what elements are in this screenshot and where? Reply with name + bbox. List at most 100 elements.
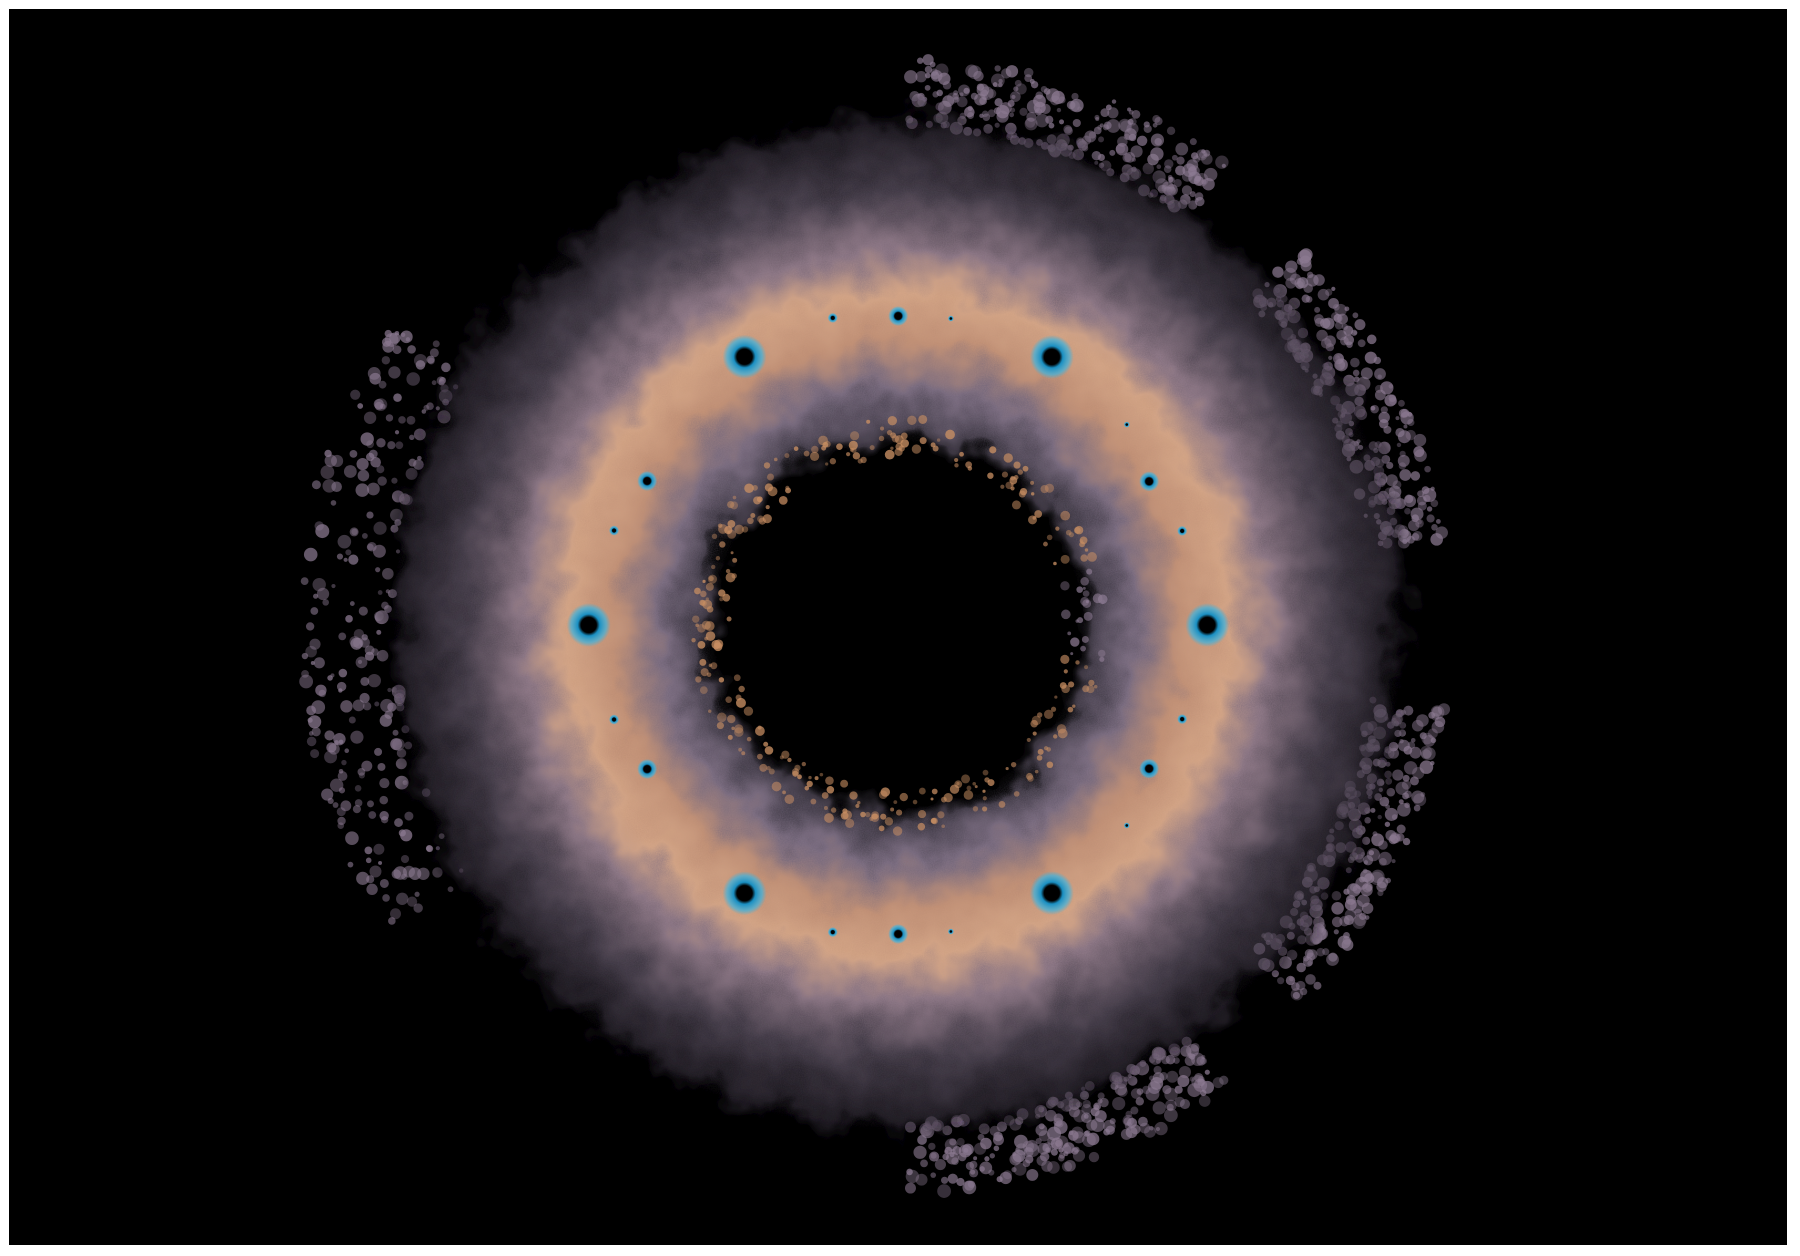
inner-lace-flake	[702, 599, 713, 610]
lace-flake	[1431, 706, 1443, 717]
inner-lace-flake	[1037, 748, 1044, 755]
lace-flake	[1422, 747, 1436, 761]
lace-flake	[1378, 851, 1392, 866]
lace-flake	[1155, 1126, 1161, 1132]
lace-flake	[1144, 1125, 1156, 1138]
lace-flake	[1201, 149, 1206, 154]
inner-lace-flake	[700, 668, 709, 677]
lace-flake	[1178, 1065, 1192, 1079]
inner-lace-flake	[845, 818, 855, 828]
blue-spot	[566, 603, 611, 647]
lace-flake	[1411, 533, 1420, 541]
lace-flake	[1045, 88, 1060, 103]
inner-lace-flake	[766, 473, 774, 481]
lace-flake	[337, 771, 348, 781]
lace-flake	[1163, 165, 1172, 173]
lace-flake	[406, 415, 416, 425]
lace-flake	[1379, 857, 1387, 866]
lace-flake	[1343, 888, 1350, 895]
inner-lace-flake	[705, 582, 714, 591]
lace-flake	[379, 778, 390, 789]
lace-flake	[1168, 176, 1174, 183]
lace-flake	[1357, 339, 1366, 348]
lace-flake	[379, 795, 389, 805]
lace-flake	[1344, 306, 1350, 312]
inner-lace-flake	[941, 824, 945, 829]
lace-flake	[1103, 121, 1112, 130]
blue-spot	[637, 759, 658, 780]
inner-lace-flake	[699, 658, 707, 666]
blue-spot	[888, 306, 909, 326]
inner-lace-flake	[1055, 526, 1060, 531]
lace-flake	[980, 1137, 992, 1150]
lace-flake	[924, 65, 933, 74]
lace-flake	[1353, 330, 1358, 335]
lace-flake	[1051, 1142, 1059, 1151]
lace-flake	[1035, 1124, 1048, 1136]
lace-flake	[361, 760, 373, 772]
lace-flake	[1059, 119, 1065, 125]
inner-lace-flake	[725, 696, 732, 703]
lace-flake	[364, 846, 373, 855]
inner-lace-flake	[821, 445, 827, 451]
lace-flake	[1115, 144, 1126, 154]
inner-lace-flake	[1046, 534, 1053, 541]
lace-flake	[1354, 319, 1366, 331]
inner-lace-flake	[959, 451, 964, 457]
lace-flake	[353, 637, 364, 649]
inner-lace-flake	[886, 429, 893, 436]
lace-flake	[1196, 1056, 1206, 1066]
lace-flake	[1037, 1142, 1050, 1155]
inner-lace-flake	[836, 443, 843, 450]
inner-lace-flake	[691, 637, 696, 643]
lace-flake	[1050, 1148, 1058, 1156]
inner-lace-flake	[725, 568, 731, 574]
lace-flake	[362, 702, 372, 711]
lace-flake	[1325, 288, 1333, 296]
lace-flake	[1174, 1096, 1185, 1108]
lace-flake	[1219, 1075, 1229, 1085]
inner-lace-flake	[762, 514, 772, 524]
lace-flake	[1413, 804, 1421, 812]
blue-spot	[722, 334, 767, 379]
image-frame	[9, 9, 1787, 1245]
lace-flake	[1023, 1147, 1034, 1157]
lace-flake	[1398, 799, 1404, 805]
lace-flake	[1152, 1072, 1165, 1084]
lace-flake	[1359, 876, 1366, 883]
lace-flake	[1331, 312, 1340, 321]
inner-lace-flake	[778, 496, 788, 505]
blue-spot	[609, 714, 620, 725]
inner-lace-flake	[954, 457, 959, 463]
inner-lace-flake	[787, 757, 792, 763]
inner-lace-flake	[842, 808, 848, 814]
lace-flake	[1426, 514, 1435, 523]
lace-flake	[396, 892, 409, 905]
inner-lace-flake	[880, 787, 891, 797]
inner-lace-flake	[1046, 761, 1054, 769]
lace-flake	[1377, 877, 1389, 889]
lace-flake	[1350, 329, 1358, 336]
inner-lace-flake	[725, 572, 736, 583]
lace-flake	[1366, 334, 1377, 345]
inner-lace-flake	[1040, 484, 1049, 494]
lace-flake	[1188, 171, 1202, 185]
fractal-ring-image	[11, 11, 1785, 1243]
lace-flake	[337, 534, 352, 549]
lace-flake	[1013, 1162, 1027, 1176]
lace-flake	[1370, 871, 1384, 886]
lace-flake	[1291, 982, 1300, 991]
lace-flake	[1350, 357, 1360, 368]
lace-flake	[1317, 288, 1330, 301]
inner-lace-flake	[768, 768, 775, 775]
lace-flake	[1164, 1108, 1178, 1123]
inner-lace-flake	[765, 504, 770, 510]
lace-flake	[1142, 1085, 1151, 1095]
lace-flake	[1312, 937, 1320, 945]
inner-lace-flake	[717, 712, 727, 723]
lace-flake	[381, 337, 392, 347]
blue-spot	[1029, 335, 1074, 379]
lace-flake	[375, 567, 381, 573]
lace-flake	[1099, 123, 1104, 128]
inner-lace-flake	[1053, 734, 1058, 739]
